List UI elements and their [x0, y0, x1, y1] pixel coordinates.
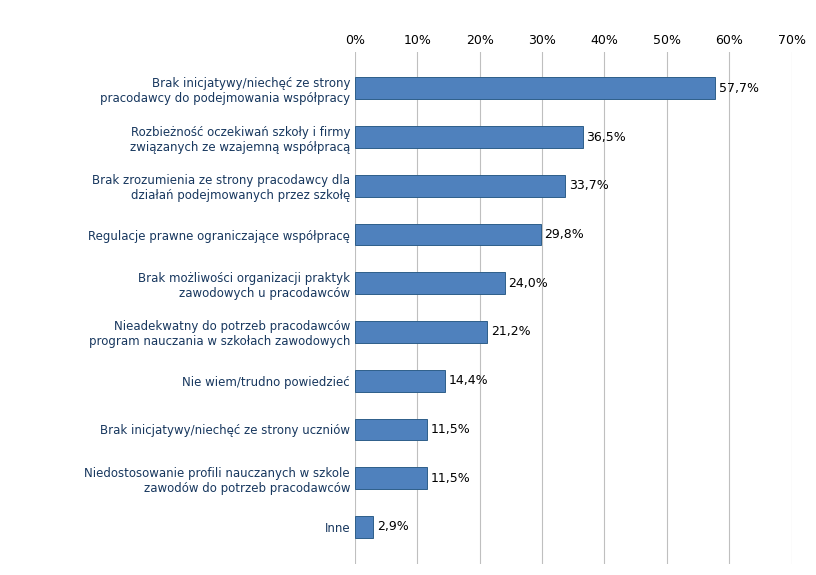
Text: 33,7%: 33,7%: [569, 179, 609, 192]
Text: 21,2%: 21,2%: [491, 325, 530, 339]
Text: 11,5%: 11,5%: [430, 472, 470, 485]
Text: 57,7%: 57,7%: [719, 82, 759, 95]
Bar: [355, 321, 487, 343]
Text: 11,5%: 11,5%: [430, 423, 470, 436]
Bar: [355, 175, 565, 197]
Bar: [355, 126, 583, 148]
Bar: [355, 224, 541, 246]
Bar: [355, 467, 427, 489]
Text: 2,9%: 2,9%: [377, 520, 409, 534]
Bar: [355, 78, 715, 99]
Bar: [355, 370, 445, 392]
Bar: [355, 516, 373, 538]
Text: 24,0%: 24,0%: [508, 277, 548, 290]
Text: 14,4%: 14,4%: [449, 374, 488, 387]
Text: 36,5%: 36,5%: [587, 131, 626, 144]
Bar: [355, 419, 427, 440]
Bar: [355, 273, 504, 294]
Text: 29,8%: 29,8%: [544, 228, 584, 241]
